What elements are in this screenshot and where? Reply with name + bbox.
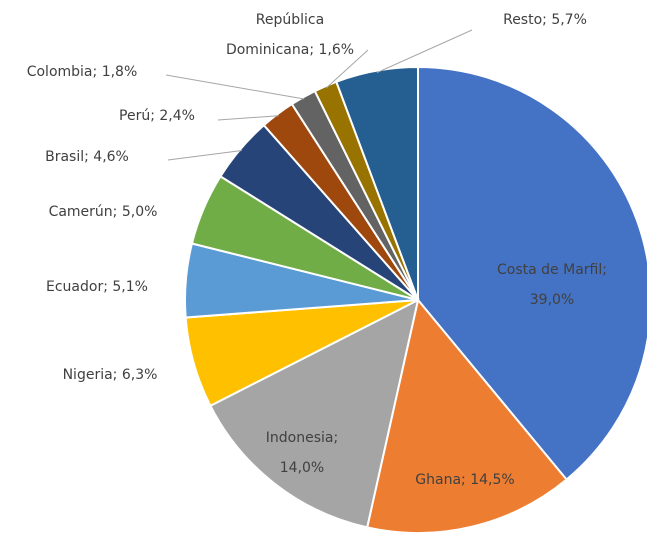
category-label: Ghana xyxy=(415,472,462,488)
value-label: 2,4% xyxy=(159,108,195,124)
value-label: 4,6% xyxy=(93,149,129,165)
data-label: Costa de Marfil; 39,0% xyxy=(497,262,607,308)
category-label: Colombia xyxy=(26,64,93,80)
pie-slice xyxy=(417,65,647,481)
category-label: Nigeria xyxy=(62,367,113,383)
category-label: República Dominicana xyxy=(225,12,325,58)
category-label: Indonesia xyxy=(265,430,334,446)
leader-line xyxy=(165,74,305,100)
value-label: 5,0% xyxy=(121,204,158,220)
pie-slice xyxy=(335,65,419,301)
value-label: 14,5% xyxy=(470,472,515,488)
pie-slice xyxy=(365,297,568,534)
value-label: 14,0% xyxy=(279,460,325,476)
category-label: Costa de Marfil xyxy=(497,262,603,278)
value-label: 5,1% xyxy=(112,279,148,295)
data-label: Indonesia; 14,0% xyxy=(265,430,339,476)
value-label: 6,3% xyxy=(121,367,158,383)
value-label: 1,6% xyxy=(318,42,355,58)
category-label: Perú xyxy=(119,108,151,124)
category-label: Resto xyxy=(503,12,543,28)
data-label: Brasil; 4,6% xyxy=(45,149,129,165)
data-label: Perú; 2,4% xyxy=(119,108,195,124)
category-label: Brasil xyxy=(45,149,85,165)
category-label: Ecuador xyxy=(46,279,104,295)
data-label: Camerún; 5,0% xyxy=(48,204,158,220)
leader-line xyxy=(217,115,279,121)
value-label: 1,8% xyxy=(101,64,138,80)
data-label: Ghana; 14,5% xyxy=(415,472,515,488)
data-label: Resto; 5,7% xyxy=(503,12,587,28)
leader-line xyxy=(325,49,369,89)
value-label: 5,7% xyxy=(551,12,587,28)
value-label: 39,0% xyxy=(529,292,575,308)
data-label: Ecuador; 5,1% xyxy=(46,279,148,295)
leader-line xyxy=(167,150,242,161)
data-label: Nigeria; 6,3% xyxy=(62,367,158,383)
data-label: República Dominicana; 1,6% xyxy=(225,12,355,58)
pie-slice xyxy=(209,298,420,529)
leader-line xyxy=(376,29,473,74)
category-label: Camerún xyxy=(48,204,113,220)
data-label: Colombia; 1,8% xyxy=(26,64,138,80)
